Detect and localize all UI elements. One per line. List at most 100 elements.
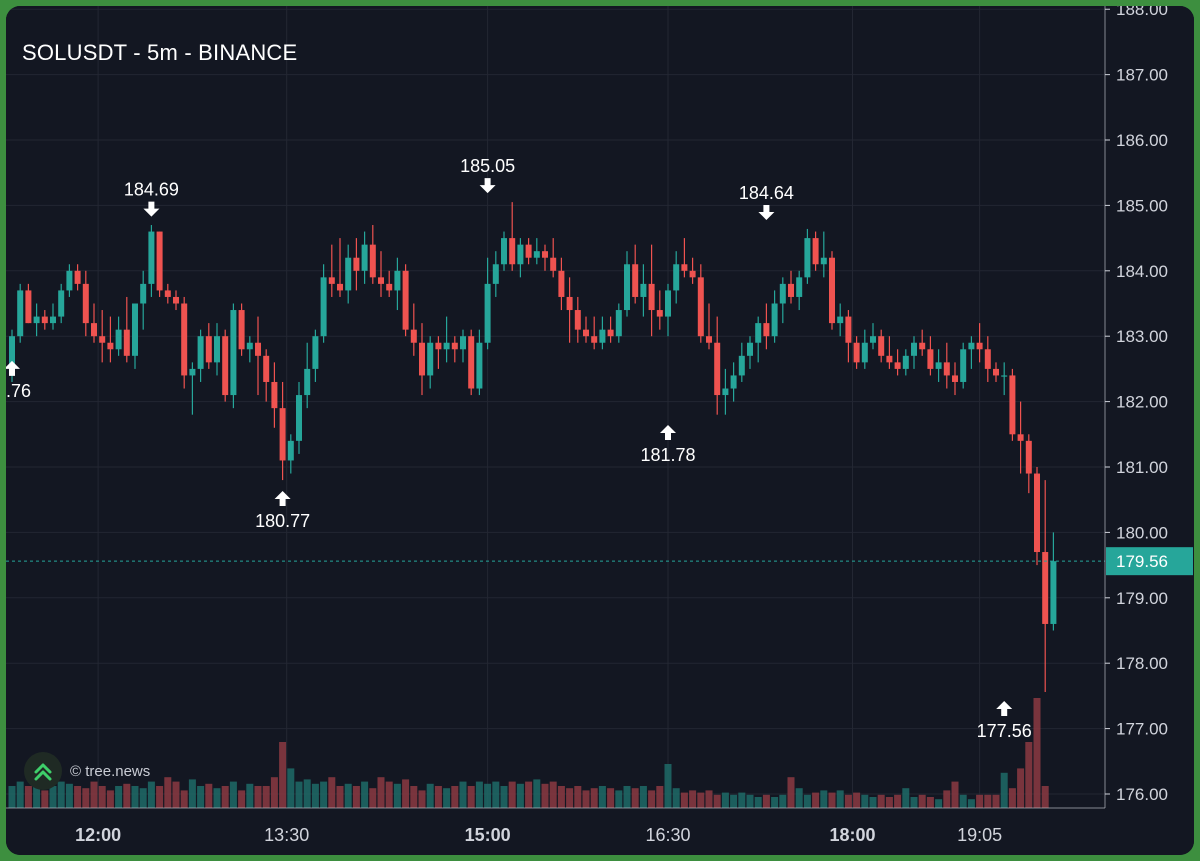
volume-bar [615, 790, 623, 808]
tree-news-logo-icon [24, 752, 62, 790]
volume-bar [484, 783, 492, 808]
candle-body [943, 362, 950, 376]
candle-body [714, 342, 721, 396]
volume-bar [426, 783, 434, 808]
current-price-label: 179.56 [1116, 552, 1168, 571]
candlestick-chart[interactable]: 176.00 177.00 178.00 179.00 180.00 181.00 182.… [6, 6, 1194, 855]
volume-bar [844, 794, 852, 808]
candle-body [1050, 561, 1057, 624]
volume-bar [713, 794, 721, 808]
candle-body [296, 395, 302, 441]
candle-body [919, 342, 926, 350]
volume-bar [779, 794, 787, 808]
candle-body [878, 336, 885, 356]
y-tick-label: 176.00 [1116, 785, 1168, 804]
volume-bar [935, 799, 943, 808]
down-arrow-icon [143, 201, 160, 217]
candle-body [804, 238, 811, 278]
volume-bar [1033, 698, 1041, 808]
volume-bar [607, 788, 615, 808]
volume-bar [795, 788, 803, 808]
candle-body [443, 342, 450, 350]
candle-body [386, 283, 393, 291]
volume-bar [631, 788, 639, 808]
volume-bar [828, 792, 836, 808]
y-tick-label: 187.00 [1116, 66, 1168, 85]
current-price-badge [1106, 547, 1193, 576]
candle-body [599, 329, 606, 343]
volume-bar [344, 783, 352, 808]
volume-bar [803, 794, 811, 808]
volume-bar [246, 783, 254, 808]
volume-bar [557, 786, 565, 808]
volume-bar [24, 786, 32, 808]
candle-body [845, 316, 852, 343]
volume-bar [1008, 788, 1016, 808]
volume-bar [984, 794, 992, 808]
candle-body [287, 440, 294, 461]
volume-bar [451, 786, 459, 808]
candle-body [1034, 473, 1040, 553]
low-label: .76 [6, 381, 31, 401]
candle-body [976, 342, 983, 350]
up-arrow-icon [6, 360, 20, 376]
volume-bar [443, 788, 451, 808]
volume-bar [475, 781, 483, 808]
candle-body [558, 270, 565, 297]
candle-body [492, 264, 499, 284]
volume-bar [894, 794, 902, 808]
candle-body [246, 342, 253, 350]
candle-body [107, 342, 114, 350]
low-label: 181.78 [640, 445, 695, 465]
candle-body [722, 388, 729, 396]
high-label: 184.64 [739, 183, 794, 203]
volume-bar [598, 786, 606, 808]
y-tick-label: 185.00 [1116, 196, 1168, 215]
volume-bar [467, 786, 475, 808]
candle-body [730, 375, 737, 389]
volume-bar [566, 788, 574, 808]
volume-bar [1041, 786, 1049, 808]
candle-body [148, 231, 155, 284]
candle-body [435, 342, 442, 350]
candle-body [566, 296, 573, 311]
candle-body [230, 310, 237, 396]
candle-body [624, 264, 630, 311]
candle-body [993, 368, 999, 376]
candle-body [140, 283, 147, 304]
candle-body [779, 283, 786, 304]
candle-body [911, 342, 917, 356]
y-tick-label: 178.00 [1116, 654, 1168, 673]
volume-bar [377, 777, 385, 808]
candle-body [665, 290, 671, 317]
x-tick-label: 15:00 [465, 825, 511, 845]
volume-bar [33, 783, 41, 808]
y-tick-label: 183.00 [1116, 327, 1168, 346]
candle-body [960, 349, 967, 382]
candle-body [189, 368, 196, 376]
volume-bar [853, 792, 861, 808]
candle-body [501, 238, 507, 265]
volume-bar [172, 781, 180, 808]
volume-bar [41, 790, 49, 808]
candle-body [771, 303, 778, 337]
candle-body [763, 323, 770, 337]
candle-body [673, 264, 680, 291]
candle-body [74, 270, 81, 284]
volume-bar [123, 783, 131, 808]
candle-body [451, 342, 458, 350]
candle-body [222, 336, 229, 396]
volume-bar [254, 786, 262, 808]
candle-body [681, 264, 688, 271]
candle-body [205, 336, 212, 363]
candle-body [984, 349, 991, 369]
y-tick-label: 181.00 [1116, 458, 1168, 477]
candle-body [238, 310, 245, 350]
volume-bar [131, 786, 139, 808]
volume-bar [98, 786, 106, 808]
volume-bar [492, 781, 500, 808]
candle-body [361, 244, 368, 271]
volume-bar [549, 781, 557, 808]
volume-bar [320, 781, 328, 808]
x-tick-label: 19:05 [957, 825, 1002, 845]
